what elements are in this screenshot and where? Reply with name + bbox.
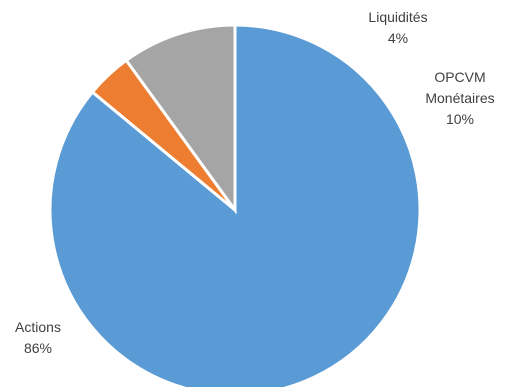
slices-layer [48, 23, 422, 387]
slice-label-opcvm-monetaires: OPCVM Monétaires 10% [425, 69, 494, 127]
labels-layer: Actions 86% Liquidités 4% OPCVM Monétaires 10% [15, 9, 495, 356]
slice-percent-label: 86% [24, 340, 52, 356]
slice-label-liquidites: Liquidités 4% [368, 9, 427, 46]
slice-category-label: Monétaires [425, 90, 494, 106]
slice-label-actions: Actions 86% [15, 319, 61, 356]
slice-percent-label: 10% [446, 111, 474, 127]
slice-category-label: Liquidités [368, 9, 427, 25]
slice-category-label: Actions [15, 319, 61, 335]
pie-slice-opcvm-monetaires [124, 23, 237, 215]
slice-percent-label: 4% [388, 30, 408, 46]
slice-category-label: OPCVM [434, 69, 485, 85]
